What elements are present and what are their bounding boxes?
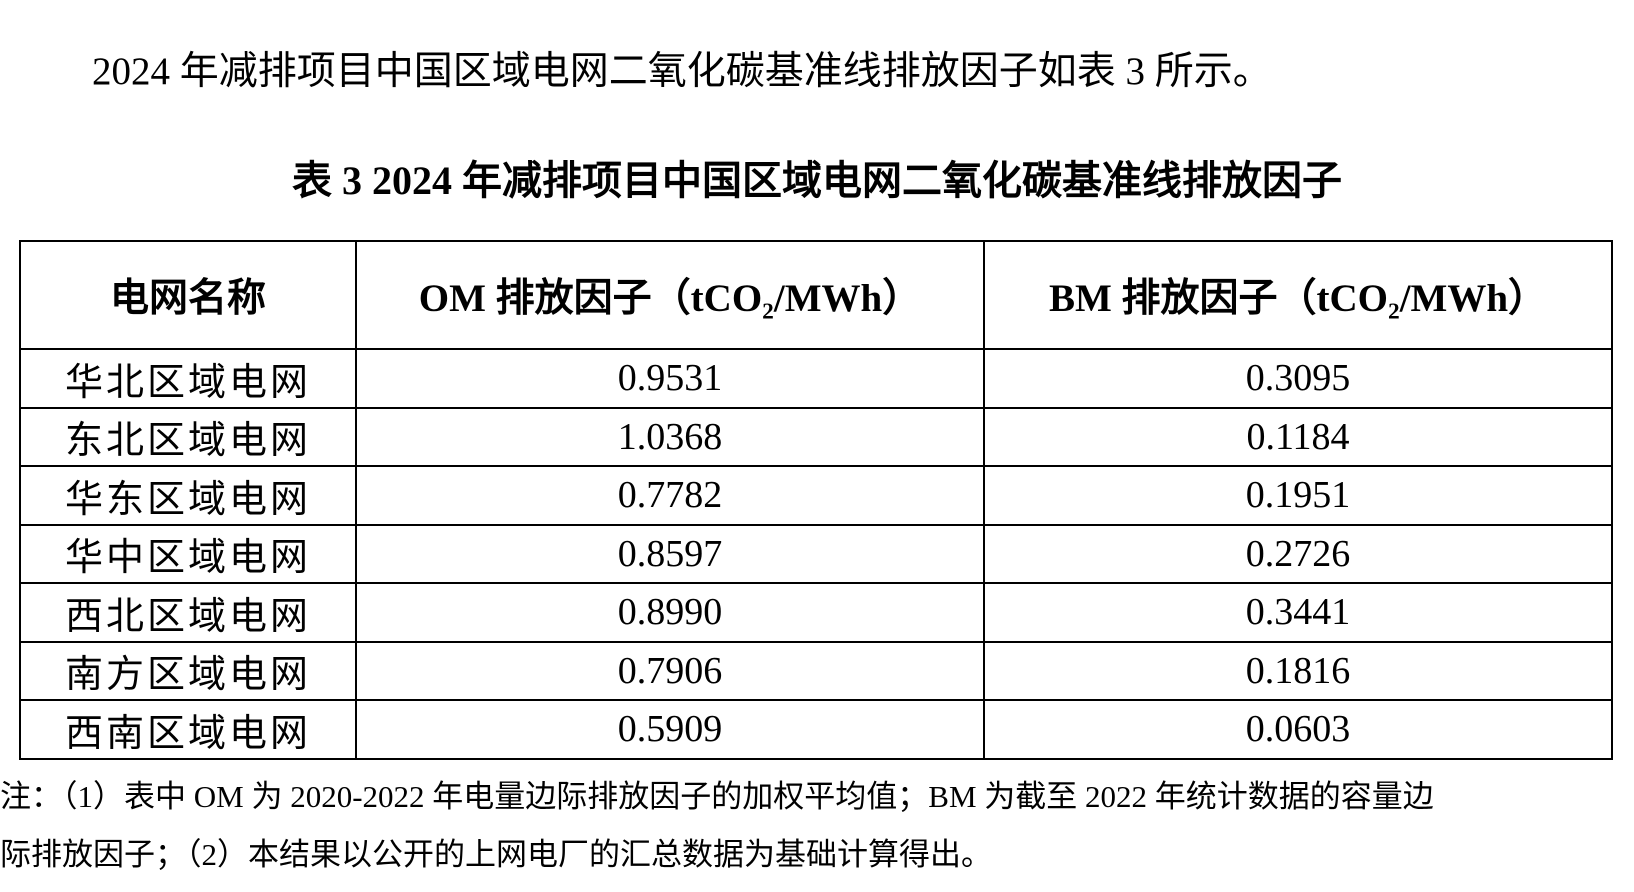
table-row: 西南区域电网 0.5909 0.0603	[19, 699, 1613, 760]
value-cell: 1.0368	[355, 406, 985, 467]
table-row: 南方区域电网 0.7906 0.1816	[19, 640, 1613, 701]
note: 注：（1）表中 OM 为 2020-2022 年电量边际排放因子的加权平均值；B…	[0, 768, 1434, 884]
table-body: 华北区域电网 0.9531 0.3095 东北区域电网 1.0368 0.1184 华东区域…	[19, 348, 1613, 760]
grid-name-cell: 西南区域电网	[19, 699, 357, 760]
table-row: 西北区域电网 0.8990 0.3441	[19, 582, 1613, 643]
header-cell: BM 排放因子（tCO₂/MWh）	[983, 240, 1613, 350]
grid-name-cell: 华东区域电网	[19, 465, 357, 526]
value-cell: 0.7906	[355, 640, 985, 701]
value-cell: 0.1184	[983, 406, 1613, 467]
value-cell: 0.8597	[355, 523, 985, 584]
note-line: 际排放因子；（2）本结果以公开的上网电厂的汇总数据为基础计算得出。	[0, 837, 992, 872]
intro-text: 2024 年减排项目中国区域电网二氧化碳基准线排放因子如表 3 所示。	[92, 50, 1272, 93]
value-cell: 0.8990	[355, 582, 985, 643]
table-row: 东北区域电网 1.0368 0.1184	[19, 406, 1613, 467]
table-row: 华东区域电网 0.7782 0.1951	[19, 465, 1613, 526]
value-cell: 0.2726	[983, 523, 1613, 584]
value-cell: 0.1816	[983, 640, 1613, 701]
grid-name-cell: 东北区域电网	[19, 406, 357, 467]
grid-name-cell: 南方区域电网	[19, 640, 357, 701]
grid-name-cell: 华中区域电网	[19, 523, 357, 584]
value-cell: 0.3095	[983, 348, 1613, 409]
value-cell: 0.5909	[355, 699, 985, 760]
grid-name-cell: 西北区域电网	[19, 582, 357, 643]
value-cell: 0.3441	[983, 582, 1613, 643]
header-cell: OM 排放因子（tCO₂/MWh）	[355, 240, 985, 350]
table-head: 电网名称 OM 排放因子（tCO₂/MWh） BM 排放因子（tCO₂/MWh）	[19, 240, 1613, 350]
value-cell: 0.1951	[983, 465, 1613, 526]
value-cell: 0.9531	[355, 348, 985, 409]
table-row: 华中区域电网 0.8597 0.2726	[19, 523, 1613, 584]
table-caption: 表 3 2024 年减排项目中国区域电网二氧化碳基准线排放因子	[292, 158, 1342, 203]
value-cell: 0.7782	[355, 465, 985, 526]
value-cell: 0.0603	[983, 699, 1613, 760]
note-line: 注：（1）表中 OM 为 2020-2022 年电量边际排放因子的加权平均值；B…	[0, 779, 1434, 814]
header-row: 电网名称 OM 排放因子（tCO₂/MWh） BM 排放因子（tCO₂/MWh）	[19, 240, 1613, 350]
grid-name-cell: 华北区域电网	[19, 348, 357, 409]
header-cell: 电网名称	[19, 240, 357, 350]
table-row: 华北区域电网 0.9531 0.3095	[19, 348, 1613, 409]
table: 电网名称 OM 排放因子（tCO₂/MWh） BM 排放因子（tCO₂/MWh） 华…	[19, 240, 1613, 760]
